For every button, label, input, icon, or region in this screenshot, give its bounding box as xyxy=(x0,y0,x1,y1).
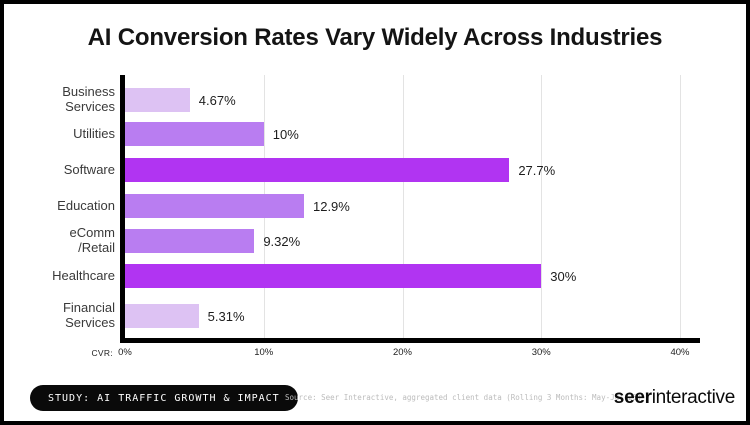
value-label: 12.9% xyxy=(312,199,350,214)
category-label: Education xyxy=(28,198,115,213)
category-label-line: /Retail xyxy=(78,240,115,255)
category-label: Utilities xyxy=(28,126,115,141)
gridline-30% xyxy=(541,75,543,338)
category-label: Business Services xyxy=(28,84,115,114)
category-label: Financial Services xyxy=(28,300,115,330)
category-label-line: Healthcare xyxy=(52,267,115,283)
category-label: Healthcare xyxy=(28,268,115,283)
bar-software xyxy=(125,158,510,182)
value-label: 30% xyxy=(550,269,577,284)
value-label: 4.67% xyxy=(198,93,236,108)
value-label: 10% xyxy=(272,127,299,142)
seerinteractive-logo: seerinteractive xyxy=(613,387,736,409)
x-tick-label: 30% xyxy=(531,347,551,358)
category-label-line: Utilities xyxy=(73,125,115,141)
bar-business-services xyxy=(125,88,190,112)
bar-education xyxy=(125,194,304,218)
category-label-line: Business xyxy=(62,84,115,99)
chart-title: AI Conversion Rates Vary Widely Across I… xyxy=(87,24,663,51)
category-label-line: Services xyxy=(65,99,115,114)
gridline-40% xyxy=(680,75,681,338)
study-badge-label: STUDY: AI TRAFFIC GROWTH & IMPACT xyxy=(48,392,280,404)
x-tick-label: 10% xyxy=(254,347,274,358)
category-label-line: Financial xyxy=(62,300,115,315)
study-badge: STUDY: AI TRAFFIC GROWTH & IMPACT xyxy=(30,385,298,411)
category-label-line: Software xyxy=(63,161,115,177)
category-label: Software xyxy=(28,162,115,177)
bar-ecomm-retail xyxy=(125,229,255,253)
category-label-line: Services xyxy=(65,315,115,330)
y-axis-line xyxy=(120,75,125,343)
value-label: 9.32% xyxy=(263,234,301,249)
value-label: 5.31% xyxy=(207,309,245,324)
bar-utilities xyxy=(125,122,264,146)
logo-regular-part: interactive xyxy=(651,387,736,408)
x-axis-label: CVR: xyxy=(91,348,113,358)
bar-healthcare xyxy=(125,264,542,288)
x-tick-label: 20% xyxy=(392,347,412,358)
category-label-line: Education xyxy=(57,197,115,213)
category-label: eComm/Retail xyxy=(28,225,115,255)
gridline-20% xyxy=(402,75,404,338)
x-axis-line xyxy=(120,338,700,343)
x-tick-label: 0% xyxy=(118,347,132,358)
logo-bold-part: seer xyxy=(613,387,652,408)
source-text: Source: Seer Interactive, aggregated cli… xyxy=(285,393,642,402)
value-label: 27.7% xyxy=(518,163,556,178)
bar-financial-services xyxy=(125,304,199,328)
category-label-line: eComm xyxy=(69,225,115,240)
x-tick-label: 40% xyxy=(670,347,690,358)
